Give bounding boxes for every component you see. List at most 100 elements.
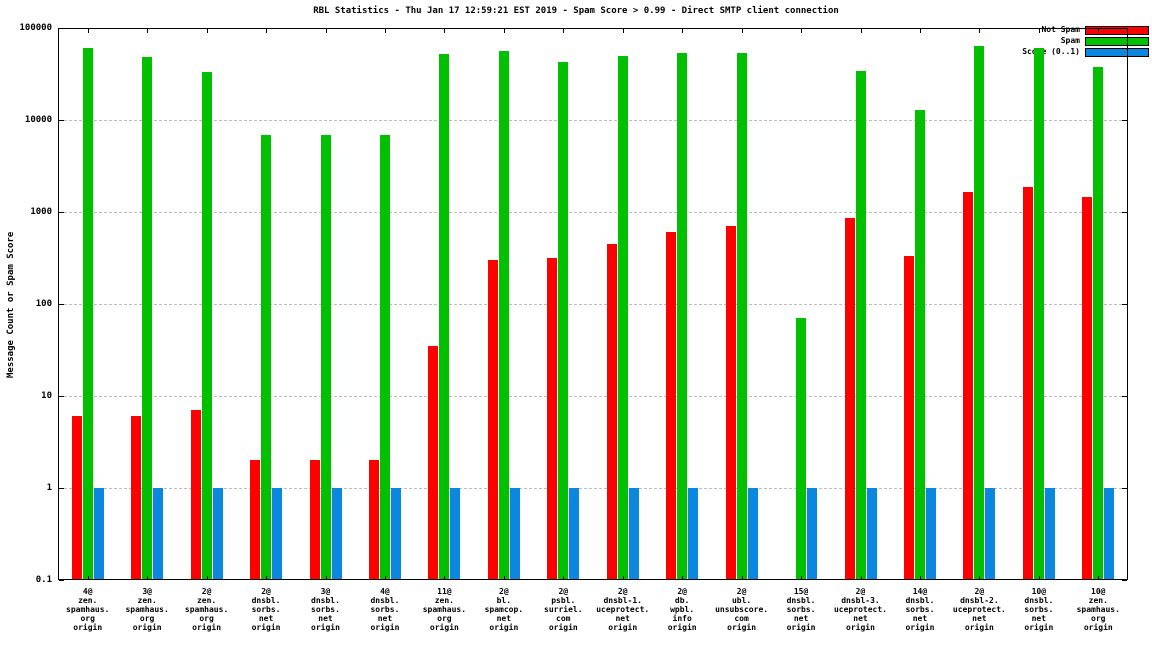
bar-not-spam [725,226,736,580]
x-category-label: 15@ dnsbl. sorbs. net origin [786,587,816,632]
bar-score-0-1 [390,488,401,580]
bar-spam [617,55,628,580]
bar-score-0-1 [985,488,996,580]
x-tick-mark [206,576,208,580]
y-tick-mark [1122,580,1127,581]
y-tick-label: 100000 [19,23,52,33]
y-tick-mark [59,120,64,121]
legend-row: Not Spam [1022,25,1149,35]
x-category-label: 2@ psbl. surriel. com origin [544,587,583,632]
y-tick-mark [59,488,64,489]
bar-score-0-1 [925,488,936,580]
bar-score-0-1 [747,488,758,580]
bar-not-spam [1082,197,1093,580]
x-tick-mark [563,29,565,33]
x-category-label: 3@ dnsbl. sorbs. net origin [311,587,340,632]
x-category-label: 2@ db. wpbl. info origin [667,587,697,632]
x-category-label: 2@ bl. spamcop. net origin [484,587,524,632]
x-tick-mark [206,29,208,33]
bar-not-spam [606,243,617,580]
x-category-label: 2@ dnsbl. sorbs. net origin [251,587,281,632]
x-category-label: 2@ dnsbl-1. uceprotect. net origin [596,587,650,632]
bar-not-spam [547,257,558,580]
bar-spam [261,135,272,580]
x-category-label: 11@ zen. spamhaus. org origin [422,587,467,632]
bar-spam [379,135,390,580]
bar-score-0-1 [1104,488,1115,580]
bar-score-0-1 [331,488,342,580]
bar-spam [677,52,688,580]
bar-not-spam [963,191,974,580]
x-tick-mark [741,29,743,33]
bar-not-spam [309,460,320,580]
y-gridline [59,488,1127,489]
y-tick-mark [59,396,64,397]
bar-score-0-1 [866,488,877,580]
y-tick-mark [1122,120,1127,121]
legend-label: Score (0..1) [1022,47,1080,56]
y-tick-mark [1122,488,1127,489]
x-tick-mark [622,576,624,580]
y-gridline [59,304,1127,305]
x-category-label: 4@ zen. spamhaus. org origin [66,587,110,632]
x-tick-mark [87,29,89,33]
bar-not-spam [250,460,261,580]
bar-spam [320,135,331,580]
bar-score-0-1 [569,488,580,580]
x-tick-mark [801,29,803,33]
y-tick-label: 1 [46,483,52,493]
legend-swatch [1085,25,1149,35]
bar-not-spam [487,260,498,580]
bar-not-spam [428,345,439,580]
x-tick-mark [682,29,684,33]
legend-label: Spam [1060,36,1080,45]
x-category-label: 14@ dnsbl. sorbs. net origin [905,587,935,632]
chart-title: RBL Statistics - Thu Jan 17 12:59:21 EST… [313,6,839,16]
y-tick-label: 100 [35,299,52,309]
bar-score-0-1 [272,488,283,580]
x-tick-mark [87,576,89,580]
x-category-label: 10@ dnsbl. sorbs. net origin [1024,587,1054,632]
y-tick-label: 1000 [30,207,52,217]
bar-not-spam [1022,187,1033,580]
x-tick-mark [622,29,624,33]
bar-score-0-1 [807,488,818,580]
x-tick-mark [741,576,743,580]
x-tick-mark [1038,29,1040,33]
x-tick-mark [503,29,505,33]
x-category-label: 4@ dnsbl. sorbs. net origin [370,587,400,632]
legend-label: Not Spam [1041,25,1080,34]
x-tick-mark [384,29,386,33]
y-tick-mark [59,212,64,213]
x-tick-mark [147,576,149,580]
bar-score-0-1 [1044,488,1055,580]
x-category-label: 10@ zen. spamhaus. org origin [1076,587,1120,632]
x-tick-mark [1098,29,1100,33]
bar-spam [201,72,212,580]
bar-spam [558,61,569,580]
x-tick-mark [384,576,386,580]
bar-spam [439,54,450,580]
bar-not-spam [368,460,379,580]
y-gridline [59,212,1127,213]
bar-score-0-1 [212,488,223,580]
x-tick-mark [266,29,268,33]
bar-not-spam [666,232,677,580]
x-tick-mark [919,29,921,33]
bar-score-0-1 [450,488,461,580]
y-tick-mark [59,580,64,581]
x-tick-mark [801,576,803,580]
x-tick-mark [147,29,149,33]
bar-spam [1033,48,1044,580]
bar-not-spam [844,218,855,580]
x-tick-mark [503,576,505,580]
x-category-label: 2@ dnsbl-3. uceprotect. net origin [833,587,887,632]
y-tick-mark [59,304,64,305]
y-tick-label: 10000 [24,115,52,125]
legend-swatch [1085,47,1149,57]
x-tick-mark [860,29,862,33]
x-category-label: 2@ dnsbl-2. uceprotect. net origin [952,587,1006,632]
y-tick-mark [1122,212,1127,213]
x-tick-mark [979,29,981,33]
bar-spam [796,318,807,580]
